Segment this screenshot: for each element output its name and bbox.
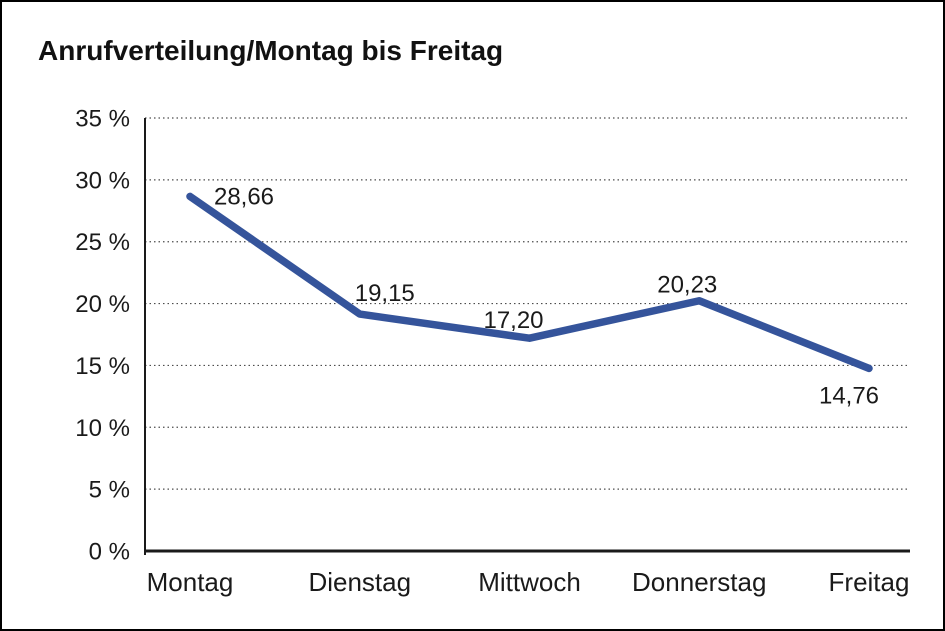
chart-title: Anrufverteilung/Montag bis Freitag <box>38 35 504 66</box>
y-tick-label: 10 % <box>75 415 130 442</box>
x-tick-label: Mittwoch <box>478 567 581 597</box>
x-tick-label: Montag <box>147 567 234 597</box>
y-tick-label: 15 % <box>75 353 130 380</box>
x-tick-label: Freitag <box>829 567 910 597</box>
y-tick-label: 30 % <box>75 167 130 194</box>
x-tick-label: Donnerstag <box>632 567 766 597</box>
data-label: 20,23 <box>657 272 717 299</box>
y-tick-label: 0 % <box>89 539 130 566</box>
y-tick-label: 25 % <box>75 229 130 256</box>
y-tick-label: 20 % <box>75 291 130 318</box>
y-tick-label: 5 % <box>89 477 130 504</box>
data-label: 14,76 <box>819 382 879 409</box>
x-tick-label: Dienstag <box>308 567 411 597</box>
data-label: 19,15 <box>355 280 415 307</box>
data-label: 17,20 <box>483 307 543 334</box>
y-tick-label: 35 % <box>75 106 130 133</box>
data-line <box>186 192 873 373</box>
data-label: 28,66 <box>214 183 274 210</box>
